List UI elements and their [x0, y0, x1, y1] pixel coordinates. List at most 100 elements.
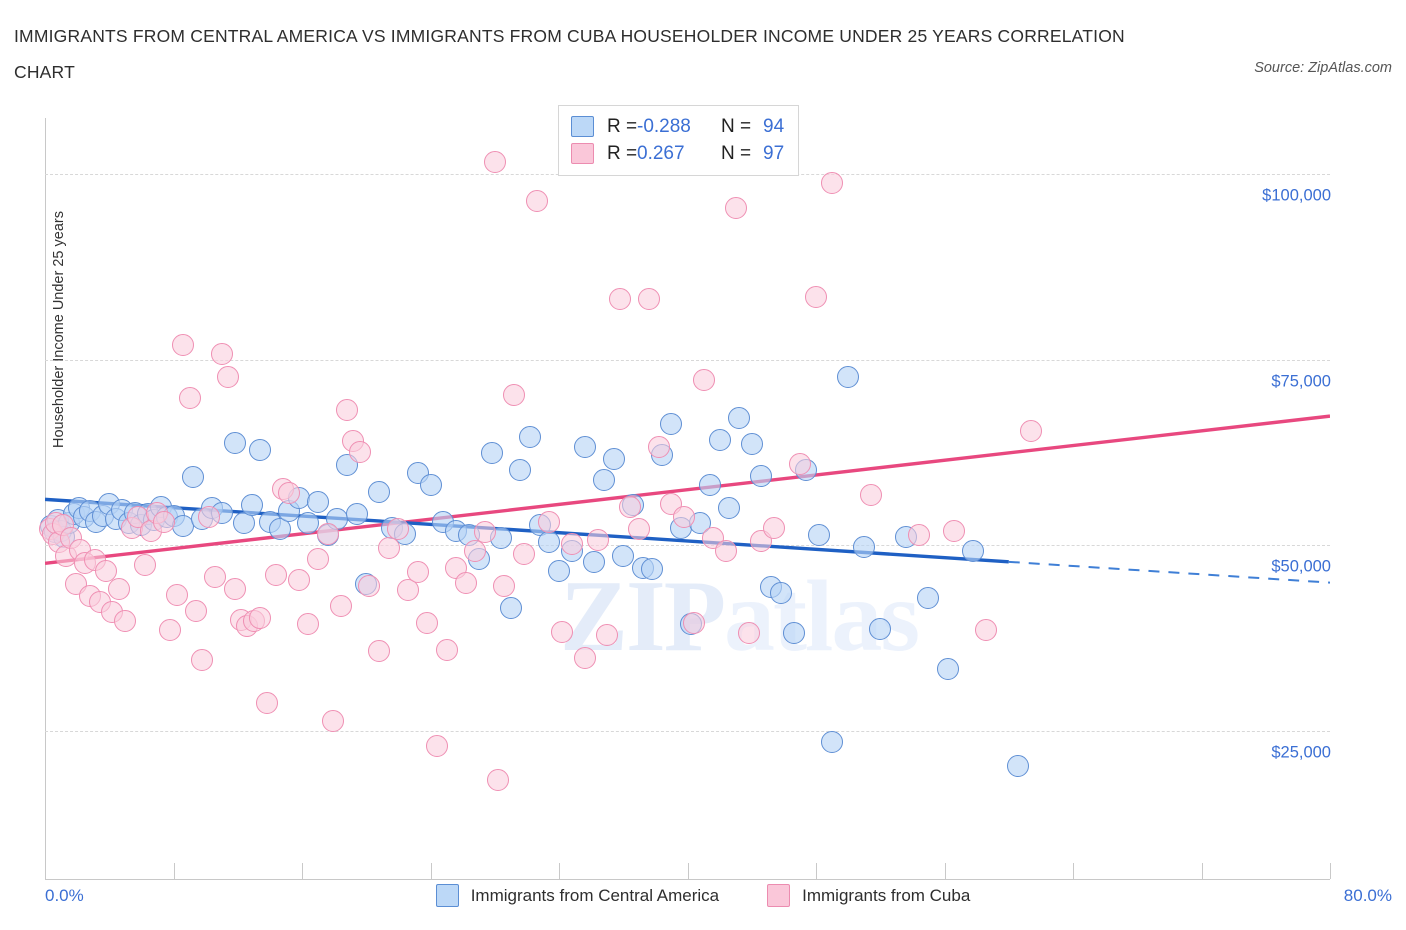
- scatter-point: [406, 561, 429, 584]
- page-title-line2: CHART: [14, 62, 75, 82]
- scatter-point: [464, 540, 487, 563]
- gridline: [45, 545, 1330, 547]
- scatter-point: [907, 524, 930, 547]
- legend-label-cuba: Immigrants from Cuba: [802, 885, 971, 905]
- scatter-point: [297, 512, 320, 535]
- x-axis-tick: [430, 863, 432, 879]
- legend-item-central-america[interactable]: Immigrants from Central America: [435, 884, 720, 907]
- scatter-point: [859, 483, 882, 506]
- scatter-point: [483, 150, 506, 173]
- scatter-point: [287, 568, 310, 591]
- scatter-point: [329, 595, 352, 618]
- scatter-point: [586, 528, 609, 551]
- scatter-point: [573, 647, 596, 670]
- scatter-point: [628, 518, 651, 541]
- scatter-point: [499, 596, 522, 619]
- stats-row: R = -0.288 N = 94: [571, 113, 784, 140]
- scatter-point: [596, 623, 619, 646]
- scatter-point: [692, 369, 715, 392]
- trendline-cuba: [45, 414, 1330, 565]
- scatter-point: [191, 648, 214, 671]
- scatter-point: [307, 547, 330, 570]
- x-axis-tick: [173, 863, 175, 879]
- scatter-point: [241, 494, 264, 517]
- scatter-point: [837, 366, 860, 389]
- scatter-point: [583, 550, 606, 573]
- scatter-point: [737, 622, 760, 645]
- scatter-point: [95, 559, 118, 582]
- r-label: R =: [607, 142, 638, 164]
- scatter-point: [698, 473, 721, 496]
- y-axis-tick-label: $50,000: [1271, 557, 1331, 576]
- scatter-point: [397, 579, 419, 602]
- scatter-point: [307, 491, 330, 514]
- series-swatch-central-america: [571, 116, 594, 137]
- scatter-point: [715, 540, 738, 563]
- scatter-point: [316, 522, 339, 545]
- x-axis-tick: [559, 863, 560, 879]
- scatter-point: [727, 406, 750, 429]
- page-title: IMMIGRANTS FROM CENTRAL AMERICA VS IMMIG…: [14, 26, 1125, 46]
- y-axis-tick-label: $25,000: [1271, 743, 1331, 762]
- scatter-point: [805, 286, 827, 309]
- scatter-point: [592, 469, 615, 492]
- scatter-point: [519, 425, 542, 448]
- scatter-point: [602, 448, 625, 471]
- scatter-point: [538, 510, 561, 533]
- scatter-point: [740, 433, 763, 456]
- scatter-point: [769, 582, 792, 605]
- r-value: -0.288: [637, 115, 691, 137]
- scatter-point: [197, 506, 220, 529]
- scatter-point: [480, 442, 503, 465]
- scatter-point: [641, 558, 664, 581]
- scatter-point: [387, 518, 410, 541]
- scatter-point: [265, 564, 288, 587]
- scatter-point: [548, 559, 570, 582]
- correlation-stats-box: R = -0.288 N = 94 R = 0.267 N = 97: [558, 105, 800, 176]
- stats-row: R = 0.267 N = 97: [571, 140, 784, 167]
- plot-area: ZIPatlas $100,000 $75,000 $50,000 $25,000 H…: [38, 118, 1331, 880]
- scatter-point: [278, 482, 301, 505]
- scatter-point: [184, 599, 207, 622]
- n-label: N =: [721, 115, 752, 137]
- scatter-point: [975, 619, 998, 642]
- scatter-point: [107, 577, 130, 600]
- scatter-point: [223, 431, 246, 454]
- scatter-point: [210, 342, 233, 365]
- scatter-point: [486, 769, 509, 792]
- scatter-point: [525, 189, 548, 212]
- scatter-point: [808, 524, 831, 547]
- scatter-point: [419, 473, 442, 496]
- scatter-point: [869, 617, 892, 640]
- scatter-point: [853, 535, 876, 558]
- scatter-point: [493, 574, 516, 597]
- scatter-point: [474, 521, 497, 544]
- scatter-point: [509, 458, 532, 481]
- x-axis-tick: [302, 863, 303, 879]
- y-axis-title: Householder Income Under 25 years: [51, 211, 67, 448]
- scatter-point: [268, 518, 291, 541]
- scatter-point: [609, 287, 632, 310]
- scatter-point: [618, 495, 641, 518]
- x-axis-tick: [1201, 863, 1203, 879]
- scatter-point: [573, 436, 596, 459]
- scatter-point: [936, 657, 959, 680]
- scatter-point: [962, 540, 985, 563]
- n-value: 94: [763, 115, 785, 137]
- scatter-point: [917, 586, 940, 609]
- scatter-point: [368, 480, 391, 503]
- scatter-point: [133, 553, 156, 576]
- watermark-light: atlas: [724, 560, 920, 673]
- scatter-point: [1007, 754, 1030, 777]
- scatter-point: [512, 543, 535, 566]
- gridline: [45, 359, 1330, 361]
- legend-label-central-america: Immigrants from Central America: [470, 885, 720, 905]
- gridline: [45, 731, 1330, 733]
- x-axis-tick: [944, 863, 946, 879]
- scatter-point: [152, 510, 175, 533]
- scatter-point: [249, 607, 272, 630]
- legend-item-cuba[interactable]: Immigrants from Cuba: [767, 884, 970, 907]
- scatter-point: [612, 544, 635, 567]
- scatter-point: [217, 366, 240, 389]
- scatter-point: [348, 440, 371, 463]
